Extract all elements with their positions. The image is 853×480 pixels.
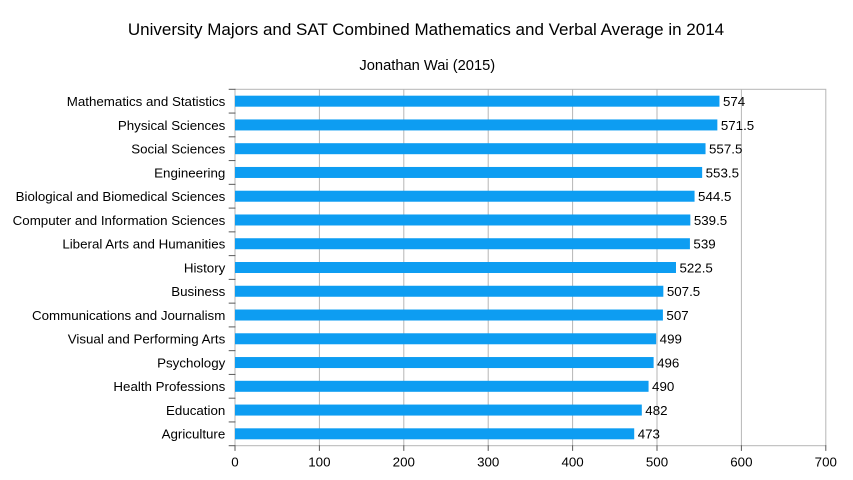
svg-text:Business: Business [171, 284, 225, 299]
svg-text:490: 490 [652, 379, 674, 394]
svg-text:539.5: 539.5 [694, 213, 727, 228]
svg-text:507.5: 507.5 [667, 284, 700, 299]
svg-text:Jonathan Wai (2015): Jonathan Wai (2015) [359, 58, 495, 74]
svg-text:Psychology: Psychology [157, 355, 225, 370]
svg-text:200: 200 [393, 455, 415, 470]
svg-text:Communications and Journalism: Communications and Journalism [32, 308, 225, 323]
svg-text:University Majors and SAT Comb: University Majors and SAT Combined Mathe… [128, 20, 724, 39]
svg-text:Physical Sciences: Physical Sciences [118, 118, 226, 133]
svg-text:Social Sciences: Social Sciences [131, 142, 225, 157]
svg-text:507: 507 [666, 308, 688, 323]
svg-text:482: 482 [645, 403, 667, 418]
svg-text:571.5: 571.5 [721, 118, 754, 133]
svg-text:History: History [184, 260, 226, 275]
svg-text:557.5: 557.5 [709, 142, 742, 157]
svg-text:553.5: 553.5 [706, 165, 739, 180]
svg-text:Liberal Arts and Humanities: Liberal Arts and Humanities [62, 237, 225, 252]
svg-text:100: 100 [308, 455, 330, 470]
svg-text:Engineering: Engineering [154, 165, 225, 180]
svg-text:300: 300 [477, 455, 499, 470]
svg-text:Agriculture: Agriculture [162, 427, 226, 442]
svg-text:496: 496 [657, 355, 679, 370]
svg-text:574: 574 [723, 94, 746, 109]
svg-text:539: 539 [693, 237, 715, 252]
svg-text:Mathematics and Statistics: Mathematics and Statistics [67, 94, 226, 109]
svg-text:700: 700 [815, 455, 837, 470]
svg-text:Biological and Biomedical Scie: Biological and Biomedical Sciences [16, 189, 226, 204]
svg-text:0: 0 [231, 455, 238, 470]
svg-text:400: 400 [561, 455, 583, 470]
svg-text:Health Professions: Health Professions [113, 379, 225, 394]
svg-text:600: 600 [730, 455, 752, 470]
svg-text:544.5: 544.5 [698, 189, 731, 204]
svg-text:473: 473 [638, 427, 660, 442]
svg-text:Visual and Performing Arts: Visual and Performing Arts [68, 332, 226, 347]
svg-text:522.5: 522.5 [679, 260, 712, 275]
svg-text:Computer and Information Scien: Computer and Information Sciences [13, 213, 226, 228]
svg-text:499: 499 [660, 332, 682, 347]
svg-text:Education: Education [166, 403, 225, 418]
svg-text:500: 500 [646, 455, 668, 470]
